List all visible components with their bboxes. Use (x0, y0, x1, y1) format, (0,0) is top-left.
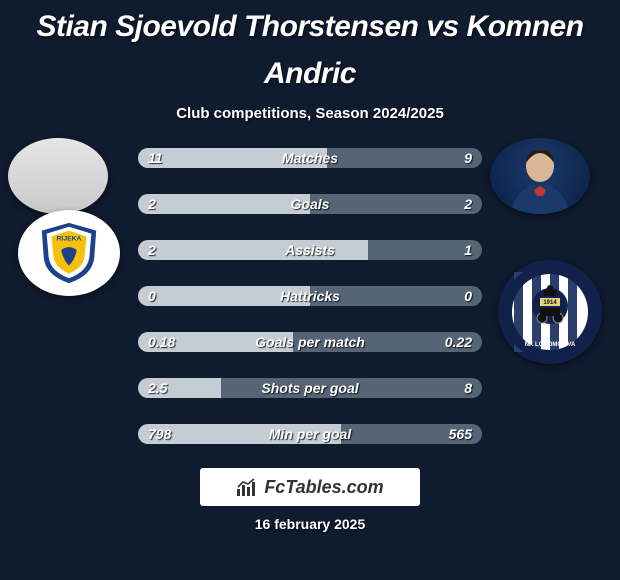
stat-right-value: 2 (464, 196, 472, 212)
stat-left-bar (138, 194, 310, 214)
stat-row: 2.5 8 Shots per goal (138, 378, 482, 398)
stat-label: Min per goal (269, 426, 351, 442)
svg-text:1914: 1914 (543, 300, 557, 306)
stat-label: Hattricks (280, 288, 340, 304)
svg-text:NK LOKOMOTIVA: NK LOKOMOTIVA (525, 342, 576, 348)
stat-left-value: 11 (148, 150, 163, 166)
stat-label: Goals (291, 196, 330, 212)
player-left-photo (8, 138, 108, 214)
comparison-panel: RIJEKA 1914 NK L (0, 148, 620, 444)
stat-left-value: 798 (148, 426, 171, 442)
stat-right-value: 8 (464, 380, 472, 396)
club-right-logo: 1914 NK LOKOMOTIVA (498, 260, 602, 364)
site-name: FcTables.com (264, 477, 383, 498)
footer-date: 16 february 2025 (0, 516, 620, 532)
svg-text:RIJEKA: RIJEKA (57, 235, 82, 242)
stat-row: 2 1 Assists (138, 240, 482, 260)
stat-right-bar (310, 194, 482, 214)
stat-left-value: 2.5 (148, 380, 167, 396)
site-logo: FcTables.com (200, 468, 420, 506)
stat-right-value: 565 (449, 426, 472, 442)
stat-row: 798 565 Min per goal (138, 424, 482, 444)
stat-label: Assists (285, 242, 335, 258)
stat-row: 0 0 Hattricks (138, 286, 482, 306)
stats-list: 11 9 Matches 2 2 Goals 2 1 Assists 0 0 Hattricks 0.1… (138, 148, 482, 444)
stat-right-value: 0.22 (445, 334, 472, 350)
stat-row: 11 9 Matches (138, 148, 482, 168)
stat-right-bar (327, 148, 482, 168)
stat-label: Shots per goal (261, 380, 358, 396)
stat-left-value: 2 (148, 196, 156, 212)
stat-label: Goals per match (255, 334, 365, 350)
player-right-photo (490, 138, 590, 214)
stat-left-value: 2 (148, 242, 156, 258)
stat-right-value: 9 (464, 150, 472, 166)
stat-right-value: 0 (464, 288, 472, 304)
stat-right-value: 1 (464, 242, 472, 258)
subtitle: Club competitions, Season 2024/2025 (0, 105, 620, 122)
stat-row: 2 2 Goals (138, 194, 482, 214)
page-title: Stian Sjoevold Thorstensen vs Komnen And… (0, 0, 620, 97)
stat-row: 0.18 0.22 Goals per match (138, 332, 482, 352)
chart-icon (236, 477, 258, 497)
stat-label: Matches (282, 150, 338, 166)
club-left-logo: RIJEKA (18, 210, 120, 296)
stat-left-value: 0 (148, 288, 156, 304)
stat-left-value: 0.18 (148, 334, 175, 350)
